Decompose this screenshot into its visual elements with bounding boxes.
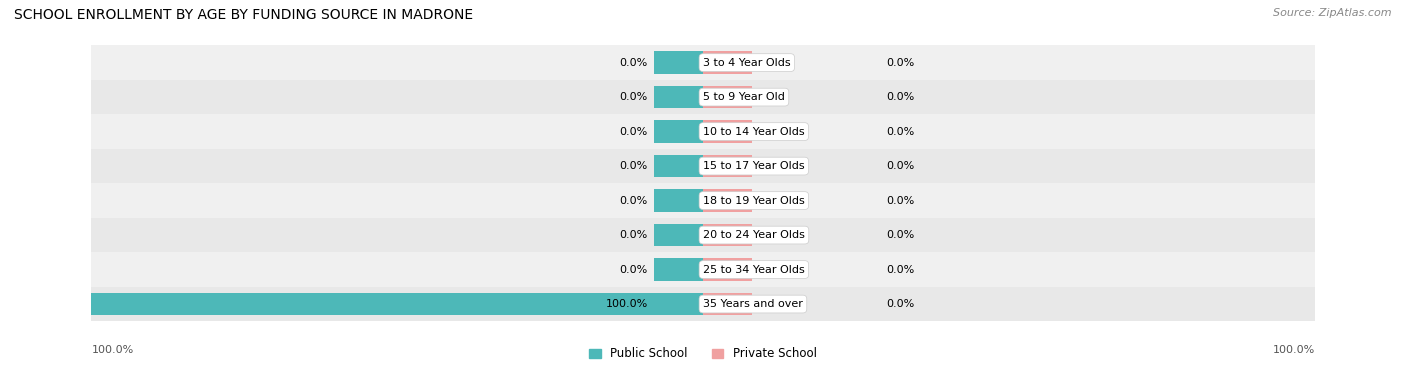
Bar bbox=[91, 287, 1315, 321]
Bar bbox=[91, 114, 1315, 149]
Bar bbox=[91, 253, 1315, 287]
Text: 0.0%: 0.0% bbox=[886, 265, 915, 274]
Bar bbox=[91, 183, 1315, 218]
Text: 0.0%: 0.0% bbox=[620, 195, 648, 206]
Bar bbox=[654, 258, 703, 281]
Text: 0.0%: 0.0% bbox=[620, 265, 648, 274]
Bar bbox=[91, 149, 1315, 183]
Text: 35 Years and over: 35 Years and over bbox=[703, 299, 803, 309]
Text: 25 to 34 Year Olds: 25 to 34 Year Olds bbox=[703, 265, 804, 274]
Text: SCHOOL ENROLLMENT BY AGE BY FUNDING SOURCE IN MADRONE: SCHOOL ENROLLMENT BY AGE BY FUNDING SOUR… bbox=[14, 8, 474, 22]
Text: 0.0%: 0.0% bbox=[886, 230, 915, 240]
Bar bbox=[703, 189, 752, 212]
Text: 0.0%: 0.0% bbox=[886, 92, 915, 102]
Text: 5 to 9 Year Old: 5 to 9 Year Old bbox=[703, 92, 785, 102]
Text: 100.0%: 100.0% bbox=[91, 345, 134, 355]
Text: 18 to 19 Year Olds: 18 to 19 Year Olds bbox=[703, 195, 804, 206]
Bar bbox=[654, 120, 703, 143]
Bar bbox=[703, 258, 752, 281]
Text: 0.0%: 0.0% bbox=[620, 161, 648, 171]
Text: Source: ZipAtlas.com: Source: ZipAtlas.com bbox=[1274, 8, 1392, 17]
Text: 100.0%: 100.0% bbox=[1272, 345, 1315, 355]
Text: 0.0%: 0.0% bbox=[886, 195, 915, 206]
Bar bbox=[703, 51, 752, 74]
Bar bbox=[703, 293, 752, 315]
Bar bbox=[703, 86, 752, 108]
Bar bbox=[654, 86, 703, 108]
Text: 0.0%: 0.0% bbox=[620, 127, 648, 136]
Bar bbox=[703, 155, 752, 177]
Text: 0.0%: 0.0% bbox=[886, 127, 915, 136]
Text: 10 to 14 Year Olds: 10 to 14 Year Olds bbox=[703, 127, 804, 136]
Bar bbox=[654, 189, 703, 212]
Bar bbox=[654, 51, 703, 74]
Legend: Public School, Private School: Public School, Private School bbox=[585, 342, 821, 365]
Text: 3 to 4 Year Olds: 3 to 4 Year Olds bbox=[703, 57, 790, 68]
Bar bbox=[654, 293, 703, 315]
Bar bbox=[703, 224, 752, 246]
Bar bbox=[91, 293, 703, 315]
Text: 100.0%: 100.0% bbox=[606, 299, 648, 309]
Bar bbox=[91, 218, 1315, 253]
Bar bbox=[91, 80, 1315, 114]
Text: 0.0%: 0.0% bbox=[620, 57, 648, 68]
Text: 0.0%: 0.0% bbox=[620, 230, 648, 240]
Text: 0.0%: 0.0% bbox=[886, 299, 915, 309]
Bar bbox=[654, 155, 703, 177]
Text: 20 to 24 Year Olds: 20 to 24 Year Olds bbox=[703, 230, 804, 240]
Text: 0.0%: 0.0% bbox=[620, 92, 648, 102]
Bar bbox=[654, 224, 703, 246]
Text: 15 to 17 Year Olds: 15 to 17 Year Olds bbox=[703, 161, 804, 171]
Text: 0.0%: 0.0% bbox=[886, 57, 915, 68]
Bar bbox=[91, 45, 1315, 80]
Bar bbox=[703, 120, 752, 143]
Text: 0.0%: 0.0% bbox=[886, 161, 915, 171]
